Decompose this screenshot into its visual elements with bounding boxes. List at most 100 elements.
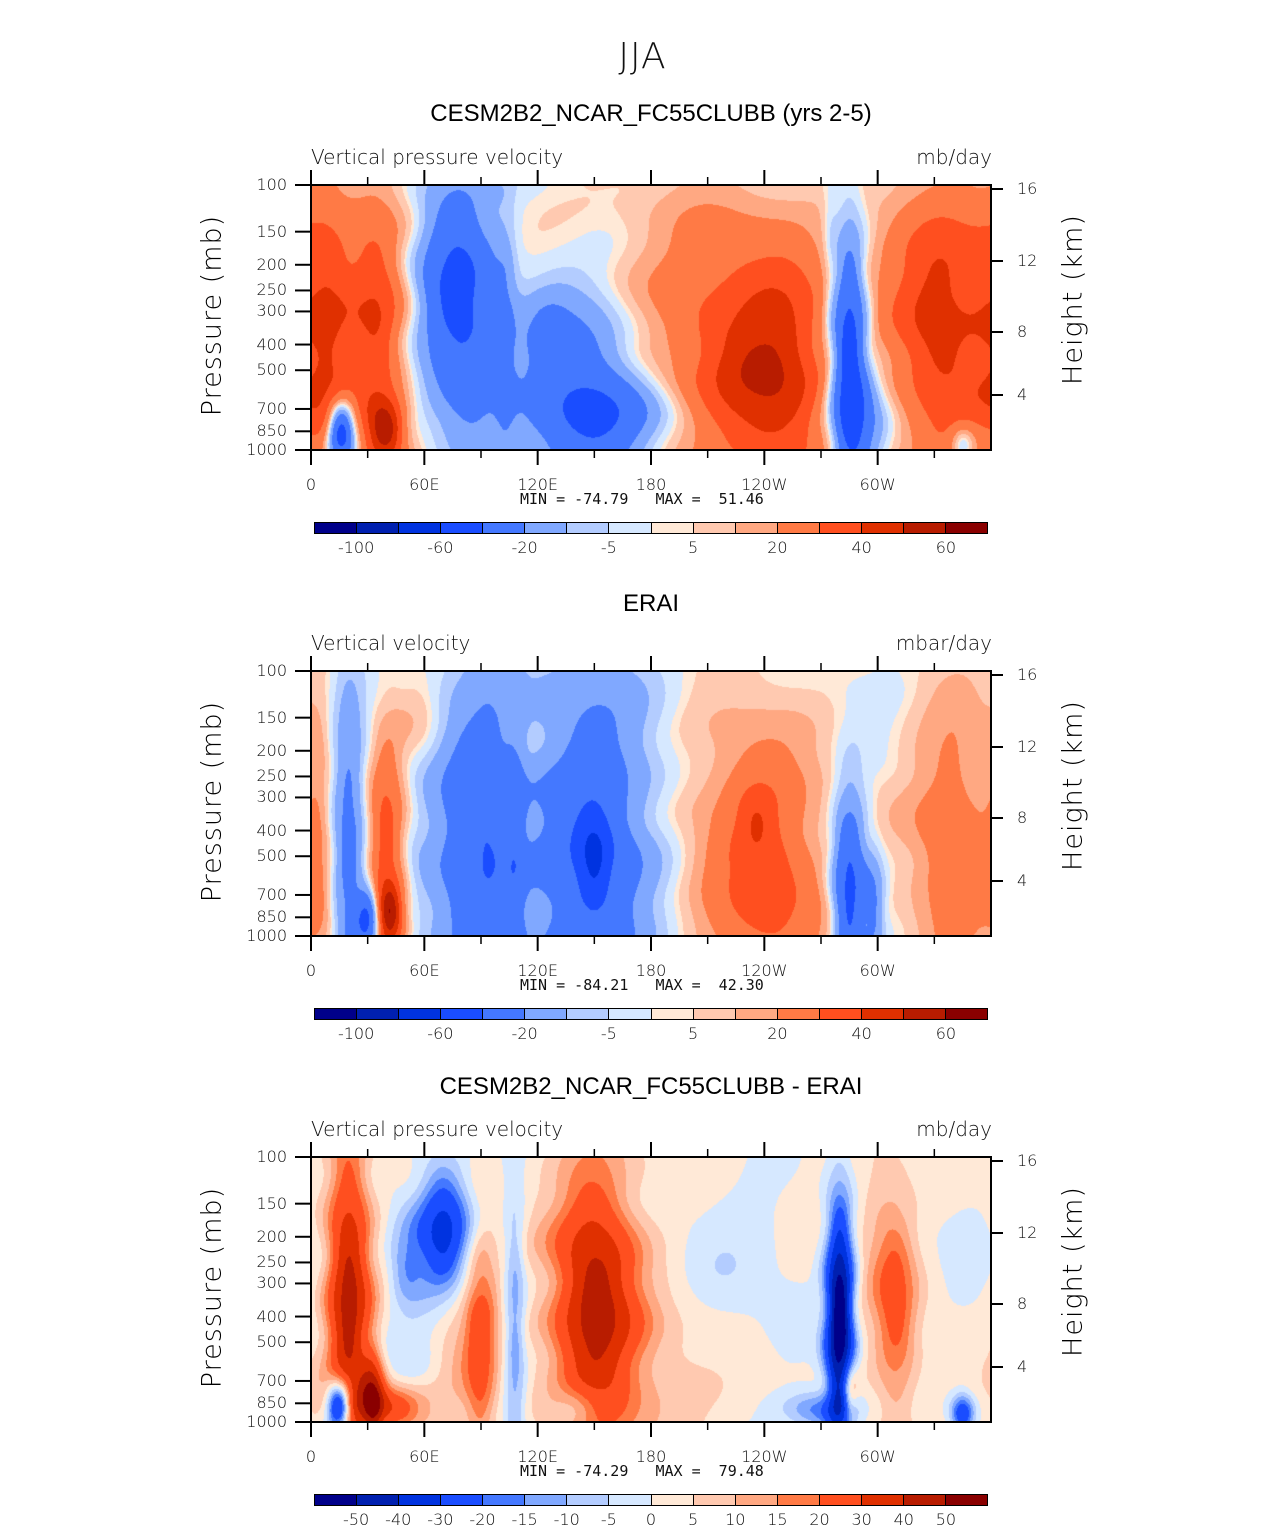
contour-field <box>311 671 991 936</box>
y-tick-label: 850 <box>256 421 287 441</box>
colorbar-box <box>693 1495 736 1505</box>
units-label: mb/day <box>916 1117 992 1141</box>
y-right-tick-label: 4 <box>1017 871 1028 890</box>
y-right-tick-label: 8 <box>1017 808 1028 827</box>
colorbar-box <box>903 1495 946 1505</box>
colorbar-box <box>903 523 946 533</box>
x-tick-label: 0 <box>305 961 317 980</box>
colorbar-box <box>567 1495 610 1505</box>
max-value: MAX = 51.46 <box>655 490 764 508</box>
colorbar-label: 5 <box>688 538 699 557</box>
y-tick-label: 500 <box>256 846 287 866</box>
colorbar-box <box>483 523 526 533</box>
colorbar-box <box>315 1495 358 1505</box>
y-tick-label: 100 <box>256 175 287 194</box>
y-axis-label: Pressure (mb) <box>196 1186 228 1388</box>
y-right-tick-label: 8 <box>1017 322 1028 341</box>
y-tick-label: 700 <box>256 398 287 418</box>
colorbar-label: -20 <box>511 1024 538 1043</box>
colorbar-box <box>861 523 904 533</box>
colorbar-label: -20 <box>469 1510 496 1529</box>
y-tick-label: 300 <box>256 301 287 321</box>
y-tick-label: 200 <box>256 254 287 274</box>
y-tick-label: 400 <box>256 1306 287 1326</box>
colorbar-box <box>693 1009 736 1019</box>
colorbar-label: -5 <box>600 538 617 557</box>
colorbar-box <box>819 1495 862 1505</box>
colorbar-box <box>651 523 694 533</box>
colorbar-box <box>525 1009 568 1019</box>
colorbar-label: 40 <box>851 538 872 557</box>
colorbar-box <box>651 1495 694 1505</box>
y-tick-label: 400 <box>256 334 287 354</box>
min-value: MIN = -84.21 <box>520 976 656 994</box>
colorbar-box <box>483 1495 526 1505</box>
colorbar-label: 5 <box>688 1510 699 1529</box>
x-tick-label: 180 <box>635 1447 667 1466</box>
min-value: MIN = -74.29 <box>520 1462 656 1480</box>
x-tick-label: 60E <box>409 961 440 980</box>
y-tick-label: 300 <box>256 787 287 807</box>
colorbar-label: -100 <box>337 538 375 557</box>
y-right-tick-label: 4 <box>1017 1357 1028 1376</box>
colorbar-label: 0 <box>645 1510 657 1529</box>
x-tick-label: 0 <box>305 1447 317 1466</box>
x-tick-label: 180 <box>635 961 667 980</box>
colorbar-label: -10 <box>553 1510 580 1529</box>
colorbar-label: 40 <box>851 1024 872 1043</box>
y-tick-label: 500 <box>256 1332 287 1352</box>
y-right-tick-label: 12 <box>1017 1223 1038 1242</box>
y-tick-label: 250 <box>256 1252 287 1272</box>
y-tick-label: 1000 <box>246 926 287 945</box>
units-label: mb/day <box>916 145 992 169</box>
x-tick-label: 120E <box>517 1447 558 1466</box>
colorbar-box <box>357 1009 400 1019</box>
y-right-tick-label: 12 <box>1017 737 1038 756</box>
colorbar-label: 60 <box>935 538 957 557</box>
y-tick-label: 700 <box>256 1370 287 1390</box>
colorbar-label: -60 <box>427 1024 454 1043</box>
colorbar-box <box>399 1495 442 1505</box>
colorbar-box <box>735 1009 778 1019</box>
colorbar-box <box>609 1495 652 1505</box>
y-tick-label: 100 <box>256 1147 287 1166</box>
colorbar-label: -50 <box>343 1510 370 1529</box>
colorbar-box <box>819 523 862 533</box>
colorbar-box <box>315 1009 358 1019</box>
x-tick-label: 60W <box>859 1447 896 1466</box>
panel-title: CESM2B2_NCAR_FC55CLUBB (yrs 2-5) <box>430 100 872 127</box>
variable-name: Vertical pressure velocity <box>311 145 564 169</box>
colorbar <box>314 1008 988 1020</box>
min-max-label: MIN = -84.21 MAX = 42.30 <box>520 976 764 994</box>
x-tick-label: 120W <box>741 475 788 494</box>
y-tick-label: 1000 <box>246 440 287 459</box>
y-right-tick-label: 8 <box>1017 1294 1028 1313</box>
colorbar <box>314 522 988 534</box>
y-right-tick-label: 4 <box>1017 385 1028 404</box>
colorbar-box <box>441 1495 484 1505</box>
x-tick-label: 60W <box>859 475 896 494</box>
colorbar-box <box>693 523 736 533</box>
colorbar-box <box>525 1495 568 1505</box>
colorbar-box <box>735 523 778 533</box>
y-tick-label: 850 <box>256 1393 287 1413</box>
colorbar-box <box>525 523 568 533</box>
colorbar-box <box>945 1009 987 1019</box>
colorbar-box <box>861 1495 904 1505</box>
max-value: MAX = 79.48 <box>655 1462 764 1480</box>
y-right-tick-label: 16 <box>1017 1151 1038 1170</box>
y-right-tick-label: 16 <box>1017 179 1038 198</box>
colorbar-box <box>441 1009 484 1019</box>
colorbar-box <box>567 1009 610 1019</box>
colorbar-box <box>861 1009 904 1019</box>
min-value: MIN = -74.79 <box>520 490 656 508</box>
colorbar-label: 20 <box>767 538 788 557</box>
colorbar-label: -100 <box>337 1024 375 1043</box>
variable-name: Vertical pressure velocity <box>311 1117 564 1141</box>
x-tick-label: 120W <box>741 1447 788 1466</box>
y-tick-label: 250 <box>256 766 287 786</box>
colorbar-label: 10 <box>725 1510 746 1529</box>
colorbar-box <box>567 523 610 533</box>
